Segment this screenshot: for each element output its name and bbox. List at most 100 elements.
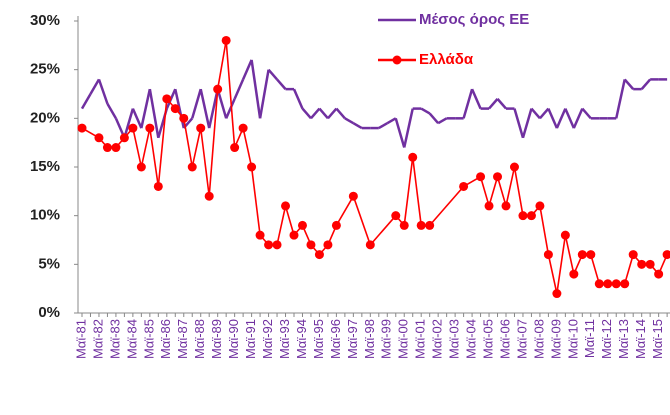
marker [586, 250, 596, 260]
line-segment [437, 117, 448, 125]
line-segment [547, 108, 559, 129]
x-tick-label: Μαϊ-14 [633, 319, 648, 359]
line-segment [369, 215, 397, 246]
line-segment [623, 254, 634, 285]
line-segment [182, 118, 194, 168]
marker [331, 220, 341, 230]
marker [128, 123, 138, 133]
line-segment [428, 112, 440, 125]
marker [509, 162, 519, 172]
x-tick-label: Μαϊ-04 [464, 319, 479, 359]
line-segment [310, 107, 321, 120]
line-segment [470, 88, 482, 110]
line-segment [216, 88, 228, 119]
line-segment [216, 40, 227, 90]
line-segment [284, 205, 295, 236]
line-segment [564, 108, 575, 129]
line-segment [292, 88, 304, 110]
marker [662, 250, 670, 260]
marker [348, 191, 358, 201]
y-tick-label: 25% [30, 61, 60, 78]
x-tick-label: Μαϊ-91 [243, 319, 258, 359]
x-tick-label: Μαϊ-94 [294, 319, 309, 359]
line-segment [623, 78, 635, 90]
marker [365, 240, 375, 250]
line-segment [530, 107, 541, 120]
y-tick-label: 5% [38, 255, 60, 272]
line-segment [208, 89, 219, 197]
line-segment [131, 108, 143, 129]
marker [391, 211, 401, 221]
x-tick-label: Μαϊ-96 [328, 319, 343, 359]
marker [314, 250, 324, 260]
x-tick-label: Μαϊ-05 [480, 319, 495, 359]
x-tick-label: Μαϊ-84 [124, 319, 139, 359]
line-segment [564, 234, 575, 275]
line-segment [199, 88, 211, 129]
x-tick-label: Μαϊ-87 [175, 319, 190, 359]
marker [425, 220, 435, 230]
x-tick-label: Μαϊ-98 [362, 319, 377, 359]
line-segment [538, 107, 550, 120]
x-tick-label: Μαϊ-99 [379, 319, 394, 359]
marker [484, 201, 494, 211]
x-tick-label: Μαϊ-15 [650, 319, 665, 359]
marker [408, 152, 418, 162]
marker [560, 230, 570, 240]
legend-marker [392, 55, 402, 65]
x-tick-label: Μαϊ-90 [226, 319, 241, 359]
line-segment [106, 103, 118, 119]
marker [204, 191, 214, 201]
line-segment [140, 127, 151, 168]
marker [501, 201, 511, 211]
marker [416, 220, 426, 230]
marker [289, 230, 299, 240]
line-segment [403, 108, 414, 148]
line-segment [411, 157, 422, 226]
line-segment [258, 69, 270, 119]
marker [162, 94, 172, 104]
line-segment [225, 40, 236, 148]
marker [111, 143, 121, 153]
line-segment [496, 176, 507, 207]
line-segment [513, 166, 524, 216]
marker [645, 259, 655, 269]
line-segment [149, 127, 160, 187]
y-tick-label: 30% [30, 12, 60, 29]
x-tick-label: Μαϊ-81 [73, 319, 88, 359]
line-segment [352, 195, 372, 246]
marker [238, 123, 248, 133]
x-tick-label: Μαϊ-83 [107, 319, 122, 359]
x-tick-label: Μαϊ-03 [447, 319, 462, 359]
marker [187, 162, 197, 172]
x-tick-label: Μαϊ-00 [396, 319, 411, 359]
marker [281, 201, 291, 211]
line-segment [276, 205, 287, 246]
marker [637, 259, 647, 269]
line-segment [97, 78, 109, 105]
line-segment [420, 107, 431, 115]
x-tick-label: Μαϊ-92 [260, 319, 275, 359]
line-segment [640, 78, 652, 90]
x-tick-label: Μαϊ-10 [565, 319, 580, 359]
line-segment [326, 107, 338, 120]
marker [136, 162, 146, 172]
marker [577, 250, 587, 260]
line-segment [318, 107, 329, 120]
marker [102, 143, 112, 153]
line-segment [581, 107, 592, 120]
line-segment [267, 68, 278, 81]
x-tick-label: Μαϊ-85 [141, 319, 156, 359]
y-tick-label: 15% [30, 158, 60, 175]
x-tick-label: Μαϊ-09 [548, 319, 563, 359]
x-tick-label: Μαϊ-01 [413, 319, 428, 359]
marker [196, 123, 206, 133]
marker [493, 172, 503, 182]
y-tick-label: 0% [38, 304, 60, 321]
line-segment [191, 127, 202, 168]
marker [399, 220, 409, 230]
x-tick-label: Μαϊ-86 [158, 319, 173, 359]
x-tick-label: Μαϊ-88 [192, 319, 207, 359]
x-tick-label: Μαϊ-12 [599, 319, 614, 359]
marker [526, 211, 536, 221]
